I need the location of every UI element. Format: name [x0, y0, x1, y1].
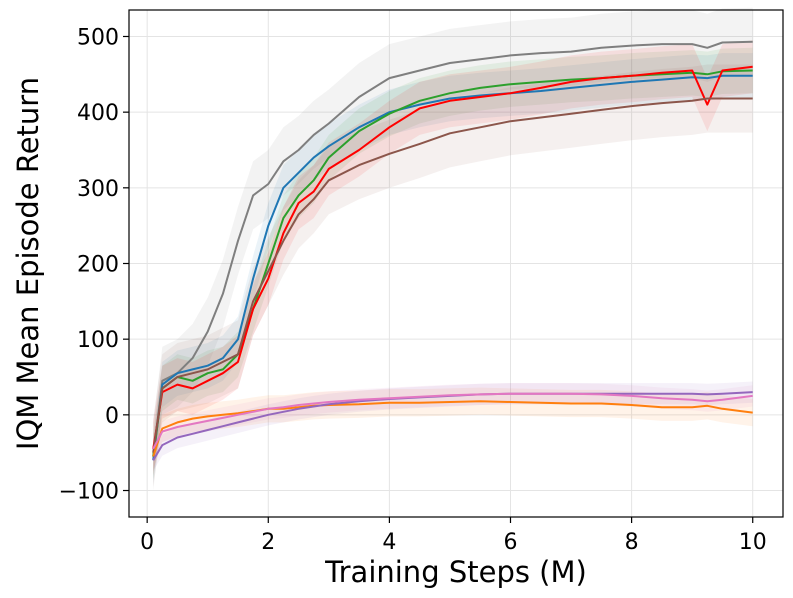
y-tick-label: 300 — [77, 177, 119, 202]
band-brown — [153, 64, 753, 487]
x-tick-label: 4 — [382, 530, 396, 555]
series-lines — [152, 40, 753, 461]
y-axis-title: IQM Mean Episode Return — [11, 77, 45, 450]
x-tick-label: 10 — [739, 530, 767, 555]
x-tick-label: 2 — [261, 530, 275, 555]
series-line-pink — [152, 392, 753, 450]
band-blue — [153, 53, 753, 483]
y-tick-label: −100 — [59, 480, 119, 505]
y-tick-label: 400 — [77, 101, 119, 126]
y-tick-label: 0 — [105, 404, 119, 429]
band-red — [153, 40, 753, 476]
y-tick-label: 500 — [77, 25, 119, 50]
x-tick-label: 0 — [140, 530, 154, 555]
y-tick-label: 100 — [77, 328, 119, 353]
band-pink — [153, 383, 753, 460]
series-line-blue — [152, 74, 753, 461]
axis-ticks: 0 2 4 6 8 10 −100 0 100 200 300 400 500 — [59, 25, 767, 555]
series-line-brown — [152, 97, 753, 453]
series-line-purple — [152, 391, 753, 461]
band-gray — [153, 7, 753, 491]
x-tick-label: 6 — [504, 530, 518, 555]
series-line-orange — [152, 400, 753, 457]
grid — [129, 10, 783, 517]
series-line-red — [152, 65, 753, 450]
x-tick-label: 8 — [625, 530, 639, 555]
y-tick-label: 200 — [77, 253, 119, 278]
x-axis-title: Training Steps (M) — [324, 555, 587, 589]
series-line-gray — [152, 40, 753, 457]
